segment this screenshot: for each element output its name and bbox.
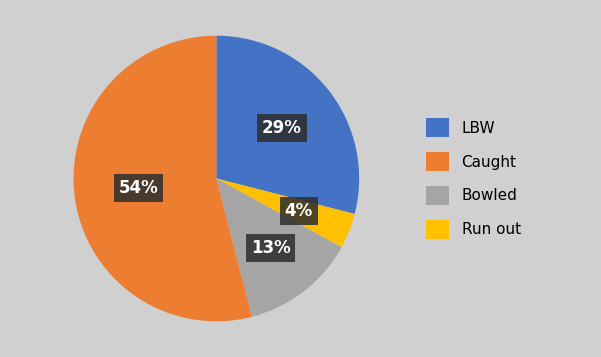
Wedge shape: [73, 36, 252, 321]
Wedge shape: [216, 36, 359, 214]
Text: 29%: 29%: [262, 119, 302, 137]
Text: 54%: 54%: [118, 179, 158, 197]
Legend: LBW, Caught, Bowled, Run out: LBW, Caught, Bowled, Run out: [420, 112, 527, 245]
Text: 13%: 13%: [251, 240, 290, 257]
Wedge shape: [216, 178, 341, 317]
Wedge shape: [216, 178, 355, 247]
Text: 4%: 4%: [284, 202, 313, 220]
